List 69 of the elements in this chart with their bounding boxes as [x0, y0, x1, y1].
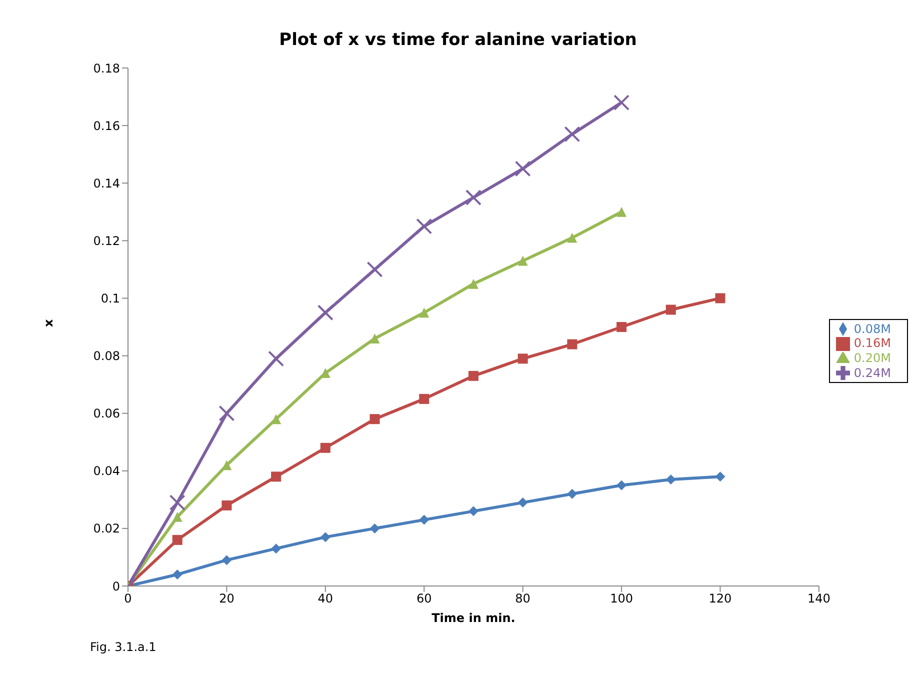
point [419, 514, 430, 525]
point [222, 500, 232, 510]
point [518, 354, 528, 364]
legend-label: 0.08M [854, 322, 891, 336]
y-tick-label: 0.12 [93, 234, 120, 248]
point [320, 442, 330, 453]
legend-label: 0.24M [854, 366, 891, 380]
point [222, 460, 232, 470]
point [271, 472, 282, 482]
y-tick-label: 0.16 [93, 118, 120, 133]
point [172, 534, 182, 545]
point [567, 232, 578, 243]
point [514, 160, 531, 177]
point [370, 414, 380, 424]
x-tick-label: 0 [124, 592, 132, 606]
y-tick-label: 0.06 [93, 406, 120, 421]
point [320, 532, 330, 542]
x-tick-label: 120 [708, 592, 732, 606]
y-tick-label: 0.04 [93, 464, 120, 478]
y-tick-label: 0.1 [100, 291, 120, 306]
point [169, 494, 186, 511]
point [616, 322, 627, 332]
point [567, 339, 578, 350]
point [419, 308, 430, 318]
point [567, 488, 578, 499]
legend-label: 0.20M [854, 351, 891, 365]
point [666, 474, 676, 485]
x-tick-label: 100 [610, 592, 633, 606]
point [666, 304, 676, 315]
point [317, 304, 334, 321]
point [468, 278, 478, 289]
point [222, 555, 232, 566]
chart-title: Plot of x vs time for alanine variation [278, 30, 638, 50]
point [366, 261, 383, 278]
y-tick-label: 0.18 [93, 61, 120, 76]
y-axis-title: x [41, 319, 56, 327]
point [518, 498, 528, 508]
point [419, 394, 430, 404]
x-axis-title: Time in min. [432, 611, 516, 625]
point [518, 256, 528, 266]
point [616, 206, 627, 217]
point [468, 370, 478, 381]
point [465, 190, 482, 206]
point [271, 544, 282, 554]
x-tick-label: 60 [416, 592, 432, 606]
point [564, 126, 580, 142]
x-tick-label: 80 [515, 592, 530, 606]
y-tick-label: 0.08 [93, 349, 120, 364]
point [715, 293, 726, 304]
point [614, 94, 630, 111]
point [370, 334, 380, 344]
x-tick-label: 40 [318, 592, 334, 606]
point [416, 218, 432, 234]
point [271, 414, 282, 424]
point [172, 512, 182, 522]
point [616, 480, 627, 490]
point [268, 350, 284, 367]
y-tick-label: 0.02 [93, 522, 120, 536]
x-tick-label: 140 [807, 592, 830, 606]
point [218, 405, 235, 422]
caption: Fig. 3.1.a.1 [90, 640, 156, 654]
point [172, 569, 182, 580]
point [715, 472, 726, 482]
legend-label: 0.16M [854, 336, 891, 350]
y-tick-label: 0 [112, 579, 120, 594]
point [370, 523, 380, 534]
x-tick-label: 20 [219, 592, 234, 606]
y-tick-label: 0.14 [93, 176, 120, 190]
point [468, 506, 478, 516]
